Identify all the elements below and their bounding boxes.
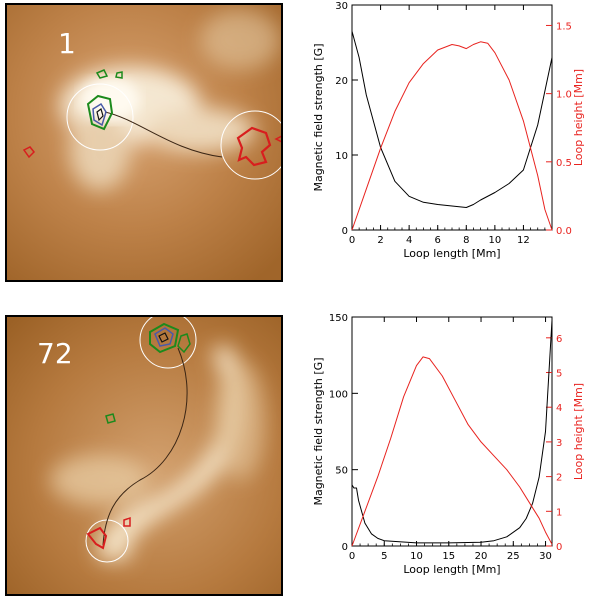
y-tick-label-left: 20 bbox=[335, 76, 348, 87]
green-contour bbox=[86, 94, 114, 131]
y-tick-label-left: 0 bbox=[342, 226, 348, 237]
black-contour bbox=[96, 107, 104, 122]
x-tick-label: 4 bbox=[406, 235, 412, 246]
x-tick-label: 15 bbox=[442, 551, 455, 562]
y-tick-label-right: 5 bbox=[556, 369, 562, 380]
y-tick-label-left: 50 bbox=[335, 466, 348, 477]
x-axis-label: Loop length [Mm] bbox=[403, 563, 500, 576]
footpoint-circle bbox=[139, 316, 197, 369]
loop-height-line bbox=[351, 41, 553, 231]
y-tick-label-left: 150 bbox=[329, 313, 348, 324]
red-contour bbox=[123, 516, 131, 527]
field-strength-line bbox=[351, 31, 553, 208]
blue-contour bbox=[154, 327, 174, 347]
frame-label: 1 bbox=[58, 27, 76, 60]
y-axis-label-right: Loop height [Mm] bbox=[572, 383, 585, 480]
green-contour bbox=[177, 333, 191, 354]
loop-height-line bbox=[351, 356, 553, 547]
y-tick-label-right: 1.0 bbox=[556, 90, 572, 101]
y-tick-label-right: 6 bbox=[556, 334, 562, 345]
y-tick-label-right: 4 bbox=[556, 403, 562, 414]
field-strength-line bbox=[351, 320, 553, 544]
frame-label: 72 bbox=[37, 337, 73, 370]
x-tick-label: 8 bbox=[463, 235, 469, 246]
image-panel-1: 1 bbox=[6, 4, 282, 281]
x-tick-label: 25 bbox=[507, 551, 520, 562]
red-contour bbox=[236, 126, 272, 167]
x-axis-label: Loop length [Mm] bbox=[403, 247, 500, 260]
green-contour bbox=[115, 71, 123, 79]
y-tick-label-right: 2 bbox=[556, 473, 562, 484]
red-contour bbox=[22, 146, 36, 159]
footpoint-circle bbox=[66, 83, 134, 151]
y-tick-label-left: 100 bbox=[329, 389, 348, 400]
y-tick-label-right: 1 bbox=[556, 507, 562, 518]
y-tick-label-right: 0 bbox=[556, 542, 562, 553]
green-contour bbox=[149, 322, 180, 354]
y-axis-label-right: Loop height [Mm] bbox=[572, 69, 585, 166]
x-tick-label: 0 bbox=[349, 235, 355, 246]
y-tick-label-left: 0 bbox=[342, 542, 348, 553]
loop-line bbox=[104, 111, 223, 158]
image-panel-2: 72 bbox=[6, 316, 282, 595]
green-contour bbox=[105, 413, 116, 424]
y-axis-label-left: Magnetic field strength [G] bbox=[312, 357, 325, 505]
chart-panel-2: 0 5 10 15 20 25 30 0 50 100 150 0 1 2 3 4 5 6 Loop length … bbox=[312, 313, 585, 576]
x-tick-label: 2 bbox=[377, 235, 383, 246]
x-tick-label: 10 bbox=[410, 551, 423, 562]
x-tick-label: 20 bbox=[475, 551, 488, 562]
loop-line bbox=[102, 347, 188, 546]
x-tick-label: 30 bbox=[539, 551, 552, 562]
plot-frame bbox=[351, 316, 553, 547]
blue-contour bbox=[92, 102, 107, 127]
y-tick-label-left: 30 bbox=[335, 1, 348, 12]
black-contour bbox=[158, 332, 169, 343]
y-tick-label-right: 1.5 bbox=[556, 21, 572, 32]
x-tick-label: 5 bbox=[381, 551, 387, 562]
y-tick-label-right: 3 bbox=[556, 438, 562, 449]
y-tick-label-right: 0.0 bbox=[556, 226, 572, 237]
x-tick-label: 6 bbox=[435, 235, 441, 246]
y-axis-label-left: Magnetic field strength [G] bbox=[312, 43, 325, 191]
x-tick-label: 10 bbox=[488, 235, 501, 246]
y-tick-label-left: 10 bbox=[335, 151, 348, 162]
green-contour bbox=[95, 69, 109, 79]
footpoint-circle bbox=[220, 110, 282, 180]
y-tick-label-right: 0.5 bbox=[556, 158, 572, 169]
red-contour bbox=[86, 526, 108, 550]
x-tick-label: 0 bbox=[349, 551, 355, 562]
chart-panel-1: 0 2 4 6 8 10 12 0 10 20 30 0.0 0.5 1.0 1.5 Loop length … bbox=[312, 1, 585, 260]
red-contour bbox=[274, 135, 282, 143]
x-tick-label: 12 bbox=[517, 235, 530, 246]
